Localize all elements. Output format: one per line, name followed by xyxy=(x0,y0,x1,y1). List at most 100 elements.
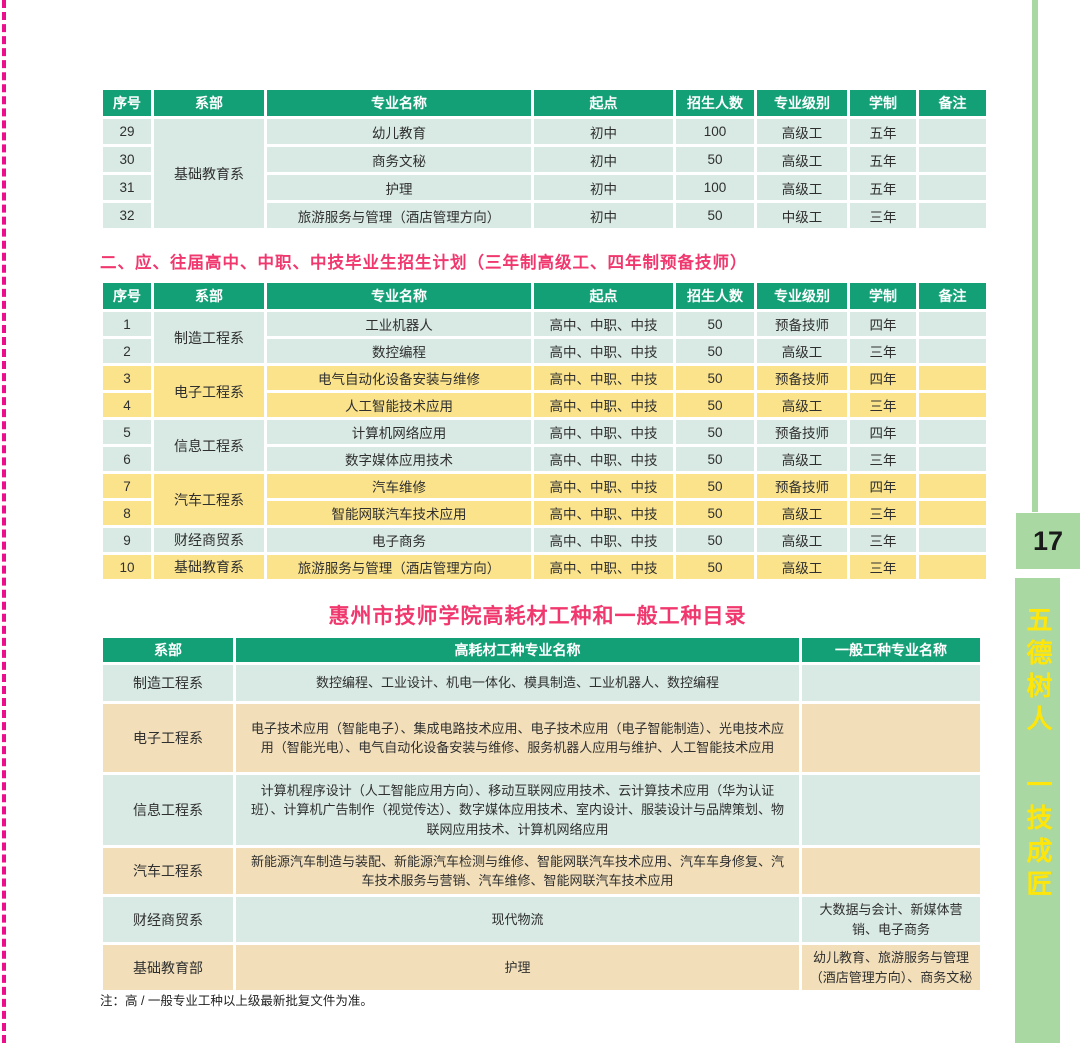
cell-years: 三年 xyxy=(850,447,916,471)
table2-wrapper: 序号 系部 专业名称 起点 招生人数 专业级别 学制 备注 1 制造工程系 工业… xyxy=(100,280,986,582)
col-header-major: 专业名称 xyxy=(267,283,531,309)
cell-level: 高级工 xyxy=(757,528,847,552)
cell-department: 财经商贸系 xyxy=(103,897,233,942)
cell-major: 工业机器人 xyxy=(267,312,531,336)
cell-department: 制造工程系 xyxy=(103,665,233,701)
col-header-general: 一般工种专业名称 xyxy=(802,638,980,662)
cell-note xyxy=(919,447,986,471)
table-row: 电子工程系 电子技术应用（智能电子）、集成电路技术应用、电子技术应用（电子智能制… xyxy=(103,704,980,772)
table-row: 31 护理 初中 100 高级工 五年 xyxy=(103,175,986,200)
cell-level: 高级工 xyxy=(757,147,847,172)
cell-general-majors xyxy=(802,665,980,701)
col-header-no: 序号 xyxy=(103,90,151,116)
cell-years: 三年 xyxy=(850,393,916,417)
col-header-no: 序号 xyxy=(103,283,151,309)
table-row: 1 制造工程系 工业机器人 高中、中职、中技 50 预备技师 四年 xyxy=(103,312,986,363)
cell-department: 基础教育系 xyxy=(154,555,264,579)
cell-general-majors: 幼儿教育、旅游服务与管理（酒店管理方向）、商务文秘 xyxy=(802,945,980,990)
cell-count: 50 xyxy=(676,555,754,579)
table-row: 32 旅游服务与管理（酒店管理方向） 初中 50 中级工 三年 xyxy=(103,203,986,228)
cell-entry: 高中、中职、中技 xyxy=(534,312,673,336)
cell-no: 5 xyxy=(103,420,151,444)
cell-count: 100 xyxy=(676,119,754,144)
cell-no: 30 xyxy=(103,147,151,172)
cell-years: 四年 xyxy=(850,474,916,498)
cell-years: 五年 xyxy=(850,147,916,172)
cell-count: 100 xyxy=(676,175,754,200)
sidebar-motto-strip: 五德树人 一技成匠 xyxy=(1015,578,1060,1043)
cell-level: 预备技师 xyxy=(757,420,847,444)
table-row: 5 信息工程系 计算机网络应用 高中、中职、中技 50 预备技师 四年 xyxy=(103,420,986,471)
cell-high-consumable-majors: 护理 xyxy=(236,945,799,990)
cell-entry: 高中、中职、中技 xyxy=(534,393,673,417)
cell-major: 商务文秘 xyxy=(267,147,531,172)
cell-level: 高级工 xyxy=(757,393,847,417)
cell-high-consumable-majors: 电子技术应用（智能电子）、集成电路技术应用、电子技术应用（电子智能制造）、光电技… xyxy=(236,704,799,772)
cell-count: 50 xyxy=(676,420,754,444)
table-row: 6 数字媒体应用技术 高中、中职、中技 50 高级工 三年 xyxy=(103,447,986,471)
cell-years: 三年 xyxy=(850,555,916,579)
col-header-years: 学制 xyxy=(850,283,916,309)
col-header-count: 招生人数 xyxy=(676,283,754,309)
cell-count: 50 xyxy=(676,203,754,228)
col-header-count: 招生人数 xyxy=(676,90,754,116)
col-header-level: 专业级别 xyxy=(757,90,847,116)
cell-count: 50 xyxy=(676,528,754,552)
cell-department: 制造工程系 xyxy=(154,312,264,363)
cell-major: 旅游服务与管理（酒店管理方向） xyxy=(267,555,531,579)
cell-entry: 高中、中职、中技 xyxy=(534,339,673,363)
col-header-entry: 起点 xyxy=(534,90,673,116)
cell-note xyxy=(919,203,986,228)
cell-high-consumable-majors: 现代物流 xyxy=(236,897,799,942)
cell-entry: 高中、中职、中技 xyxy=(534,501,673,525)
cell-department: 电子工程系 xyxy=(154,366,264,417)
cell-years: 三年 xyxy=(850,501,916,525)
cell-major: 汽车维修 xyxy=(267,474,531,498)
cell-entry: 初中 xyxy=(534,175,673,200)
cell-no: 29 xyxy=(103,119,151,144)
col-header-major: 专业名称 xyxy=(267,90,531,116)
cell-note xyxy=(919,175,986,200)
cell-years: 五年 xyxy=(850,119,916,144)
cell-entry: 初中 xyxy=(534,147,673,172)
cell-note xyxy=(919,147,986,172)
cell-major: 旅游服务与管理（酒店管理方向） xyxy=(267,203,531,228)
cell-years: 三年 xyxy=(850,203,916,228)
table-row: 7 汽车工程系 汽车维修 高中、中职、中技 50 预备技师 四年 xyxy=(103,474,986,525)
cell-no: 31 xyxy=(103,175,151,200)
cell-no: 1 xyxy=(103,312,151,336)
cell-count: 50 xyxy=(676,147,754,172)
cell-level: 高级工 xyxy=(757,501,847,525)
cell-note xyxy=(919,474,986,498)
cell-no: 3 xyxy=(103,366,151,390)
admission-table-junior-high: 序号 系部 专业名称 起点 招生人数 专业级别 学制 备注 29 基础教育系 幼… xyxy=(100,87,989,231)
table3-wrapper: 系部 高耗材工种专业名称 一般工种专业名称 制造工程系 数控编程、工业设计、机电… xyxy=(100,635,980,993)
table-row: 9 财经商贸系 电子商务 高中、中职、中技 50 高级工 三年 xyxy=(103,528,986,552)
cell-count: 50 xyxy=(676,312,754,336)
cell-count: 50 xyxy=(676,393,754,417)
catalog-title: 惠州市技师学院高耗材工种和一般工种目录 xyxy=(328,605,747,628)
cell-level: 高级工 xyxy=(757,175,847,200)
cell-note xyxy=(919,555,986,579)
cell-level: 高级工 xyxy=(757,555,847,579)
table2-header-row: 序号 系部 专业名称 起点 招生人数 专业级别 学制 备注 xyxy=(103,283,986,309)
table1-header-row: 序号 系部 专业名称 起点 招生人数 专业级别 学制 备注 xyxy=(103,90,986,116)
col-header-department: 系部 xyxy=(103,638,233,662)
cell-note xyxy=(919,312,986,336)
cell-note xyxy=(919,339,986,363)
cell-years: 五年 xyxy=(850,175,916,200)
cell-no: 7 xyxy=(103,474,151,498)
cell-note xyxy=(919,393,986,417)
cell-years: 四年 xyxy=(850,366,916,390)
table-row: 4 人工智能技术应用 高中、中职、中技 50 高级工 三年 xyxy=(103,393,986,417)
col-header-years: 学制 xyxy=(850,90,916,116)
cell-major: 智能网联汽车技术应用 xyxy=(267,501,531,525)
cell-department: 财经商贸系 xyxy=(154,528,264,552)
cell-general-majors xyxy=(802,848,980,894)
left-dashed-border xyxy=(2,0,6,1043)
cell-high-consumable-majors: 计算机程序设计（人工智能应用方向）、移动互联网应用技术、云计算技术应用（华为认证… xyxy=(236,775,799,845)
cell-note xyxy=(919,366,986,390)
table-row: 制造工程系 数控编程、工业设计、机电一体化、模具制造、工业机器人、数控编程 xyxy=(103,665,980,701)
cell-major: 人工智能技术应用 xyxy=(267,393,531,417)
